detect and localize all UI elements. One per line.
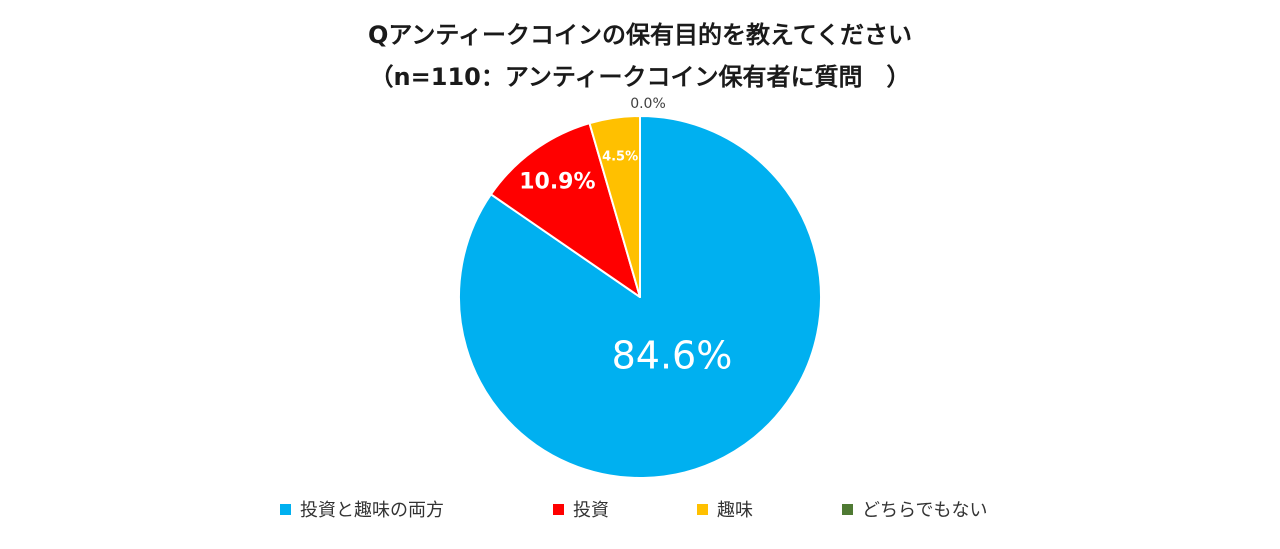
slice-2 bbox=[489, 122, 641, 298]
legend-item-3: 趣味 bbox=[697, 496, 753, 522]
chart-title-block: Qアンティークコインの保有目的を教えてください （n=110：アンティークコイン… bbox=[0, 14, 1280, 98]
chart-legend: 投資と趣味の両方 投資 趣味 どちらでもない bbox=[0, 496, 1280, 522]
legend-item-2: 投資 bbox=[553, 496, 609, 522]
legend-swatch bbox=[280, 503, 291, 515]
slice-1-data-label: 84.6% bbox=[612, 333, 733, 377]
legend-label: どちらでもない bbox=[862, 500, 988, 521]
legend-label: 趣味 bbox=[717, 500, 753, 521]
legend-item-1: 投資と趣味の両方 bbox=[280, 496, 444, 522]
slice-3-data-label: 4.5% bbox=[602, 150, 638, 165]
legend-swatch bbox=[697, 503, 708, 515]
slice-4-data-label: 0.0% bbox=[630, 96, 666, 112]
chart-title: Qアンティークコインの保有目的を教えてください bbox=[367, 21, 913, 49]
legend-swatch bbox=[553, 503, 564, 515]
legend-swatch bbox=[842, 503, 853, 515]
pie-data-labels: 84.6% 10.9% 4.5% 0.0% bbox=[519, 96, 732, 377]
chart-subtitle: （n=110：アンティークコイン保有者に質問 ） bbox=[369, 63, 911, 91]
pie-slices bbox=[458, 115, 822, 479]
legend-item-4: どちらでもない bbox=[842, 496, 987, 522]
legend-label: 投資と趣味の両方 bbox=[300, 500, 444, 521]
legend-label: 投資 bbox=[573, 500, 609, 521]
slice-3 bbox=[588, 115, 641, 298]
slice-2-data-label: 10.9% bbox=[519, 170, 595, 195]
